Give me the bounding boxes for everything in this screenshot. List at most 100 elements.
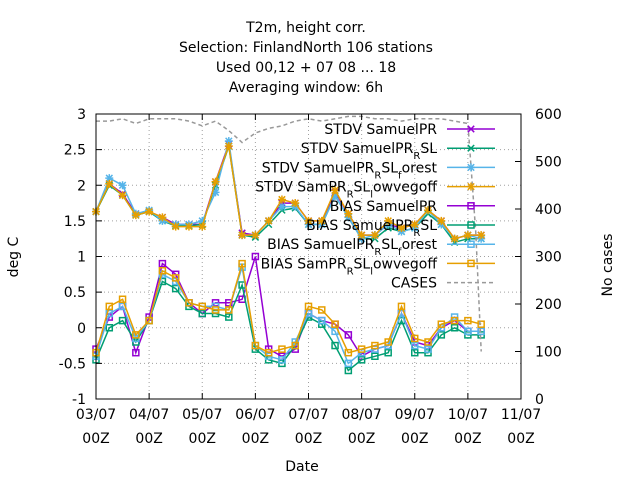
legend-marker [467, 125, 475, 133]
x-tick-label: 00Z [454, 431, 481, 447]
data-point [251, 341, 260, 350]
data-point [225, 306, 233, 314]
data-point [278, 356, 286, 364]
y-tick-label: -1 [72, 392, 86, 408]
data-point [238, 259, 246, 268]
data-point [357, 356, 366, 364]
title-line: Used 00,12 + 07 08 ... 18 [216, 60, 396, 76]
legend-marker [467, 221, 475, 229]
data-point [318, 306, 326, 314]
data-point [357, 345, 366, 353]
x-tick-label: 09/07 [395, 407, 435, 423]
data-point [437, 320, 446, 328]
data-point [344, 359, 353, 368]
data-point [185, 299, 193, 307]
y2-tick-label: 0 [535, 392, 544, 408]
data-point [384, 348, 392, 357]
data-point [132, 348, 140, 357]
data-point [225, 299, 233, 307]
y2-tick-label: 500 [535, 155, 562, 171]
data-point [158, 267, 167, 275]
y-tick-label: 1.5 [64, 214, 86, 230]
data-point [450, 324, 459, 332]
legend-label: BIAS SamuelPR [330, 199, 438, 215]
y-tick-label: 2 [77, 178, 86, 194]
data-point [437, 331, 446, 339]
data-point [411, 341, 419, 350]
data-point [132, 331, 140, 339]
data-point [171, 274, 180, 282]
data-point [464, 316, 472, 325]
y-tick-label: 1 [77, 250, 86, 266]
data-point [318, 316, 326, 325]
title-line: T2m, height corr. [245, 20, 366, 36]
x-tick-label: 00Z [135, 431, 162, 447]
data-point [331, 341, 339, 350]
y-tick-label: 0 [77, 321, 86, 337]
data-point [411, 334, 419, 343]
data-point [450, 316, 459, 325]
data-point [397, 302, 406, 311]
x-tick-label: 06/07 [235, 407, 275, 423]
data-point [198, 309, 206, 318]
legend-label: STDV SamuelPRRSL [301, 141, 437, 162]
legend-marker [467, 202, 475, 210]
y2-axis-label: No cases [600, 234, 616, 297]
x-tick-label: 00Z [189, 431, 216, 447]
data-point [411, 348, 419, 357]
y-tick-label: -0.5 [59, 356, 86, 372]
data-point [118, 295, 127, 303]
data-point [384, 338, 392, 346]
data-point [424, 345, 432, 353]
data-point [371, 352, 379, 360]
x-tick-label: 10/07 [448, 407, 488, 423]
data-point [477, 327, 485, 336]
data-point [291, 341, 299, 350]
data-point [344, 331, 353, 339]
y2-tick-label: 600 [535, 107, 562, 123]
x-tick-label: 05/07 [182, 407, 222, 423]
data-point [264, 348, 273, 357]
y2-tick-label: 100 [535, 345, 562, 361]
axes: -1 -0.5 0 0.5 1 1.5 2 2.5 3 0 100 200 300 400 500 600 03… [59, 107, 562, 447]
data-point [105, 309, 114, 318]
series-group [92, 115, 486, 375]
legend-label: STDV SamuelPR [324, 122, 437, 138]
x-tick-label: 04/07 [129, 407, 169, 423]
data-point [225, 313, 233, 321]
x-tick-label: 00Z [348, 431, 375, 447]
legend-marker [467, 259, 475, 268]
series-line [95, 280, 482, 372]
data-point [118, 316, 127, 325]
x-tick-label: 00Z [295, 431, 322, 447]
legend-label: BIAS SamPRRSLlowvegoff [261, 256, 438, 277]
title-line: Averaging window: 6h [229, 80, 383, 96]
legend-label: BIAS SamuelPRRSL [306, 218, 437, 239]
y2-tick-label: 400 [535, 202, 562, 218]
data-point [304, 302, 313, 311]
legend-label: BIAS SamuelPRRSLforest [267, 237, 437, 258]
legend-label: STDV SamPRRSLlowvegoff [255, 180, 437, 201]
x-tick-label: 00Z [401, 431, 428, 447]
y2-tick-label: 200 [535, 297, 562, 313]
x-tick-label: 03/07 [76, 407, 116, 423]
data-point [211, 306, 220, 314]
data-point [251, 252, 260, 261]
data-point [158, 259, 167, 268]
legend-label: CASES [391, 276, 437, 292]
x-tick-label: 11/07 [501, 407, 541, 423]
x-tick-label: 00Z [82, 431, 109, 447]
data-point [371, 341, 379, 350]
data-point [344, 366, 353, 375]
x-tick-label: 07/07 [288, 407, 328, 423]
series-8 [92, 259, 485, 357]
data-point [464, 327, 472, 336]
title-line: Selection: FinlandNorth 106 stations [179, 40, 433, 56]
data-point [344, 348, 353, 357]
data-point [145, 316, 153, 325]
data-point [198, 302, 206, 311]
data-point [424, 338, 432, 346]
y-axis-label: deg C [6, 236, 22, 277]
